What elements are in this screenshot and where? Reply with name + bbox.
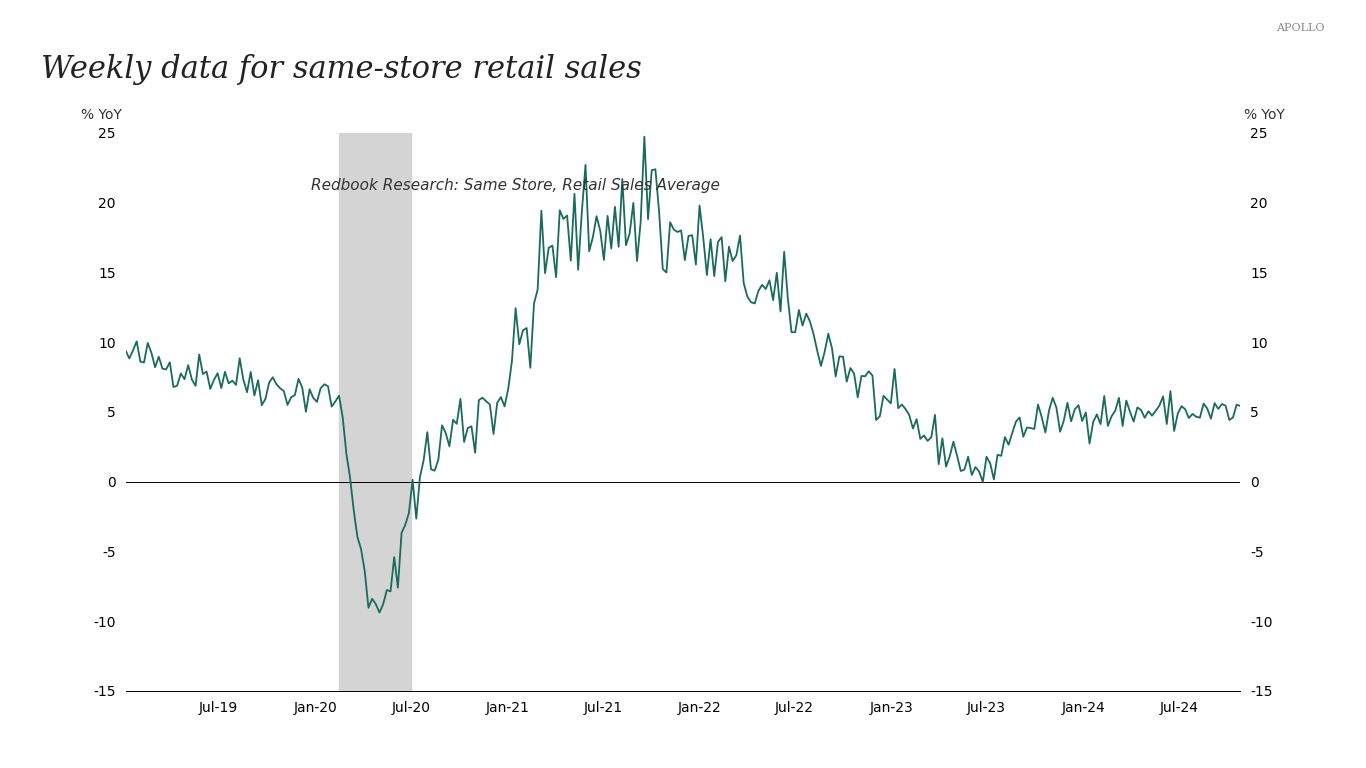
Text: % YoY: % YoY bbox=[81, 108, 122, 122]
Text: Redbook Research: Same Store, Retail Sales Average: Redbook Research: Same Store, Retail Sal… bbox=[311, 177, 720, 193]
Bar bbox=[339, 133, 411, 691]
Text: % YoY: % YoY bbox=[1244, 108, 1285, 122]
Text: APOLLO: APOLLO bbox=[1276, 23, 1325, 33]
Text: Weekly data for same-store retail sales: Weekly data for same-store retail sales bbox=[41, 54, 642, 84]
